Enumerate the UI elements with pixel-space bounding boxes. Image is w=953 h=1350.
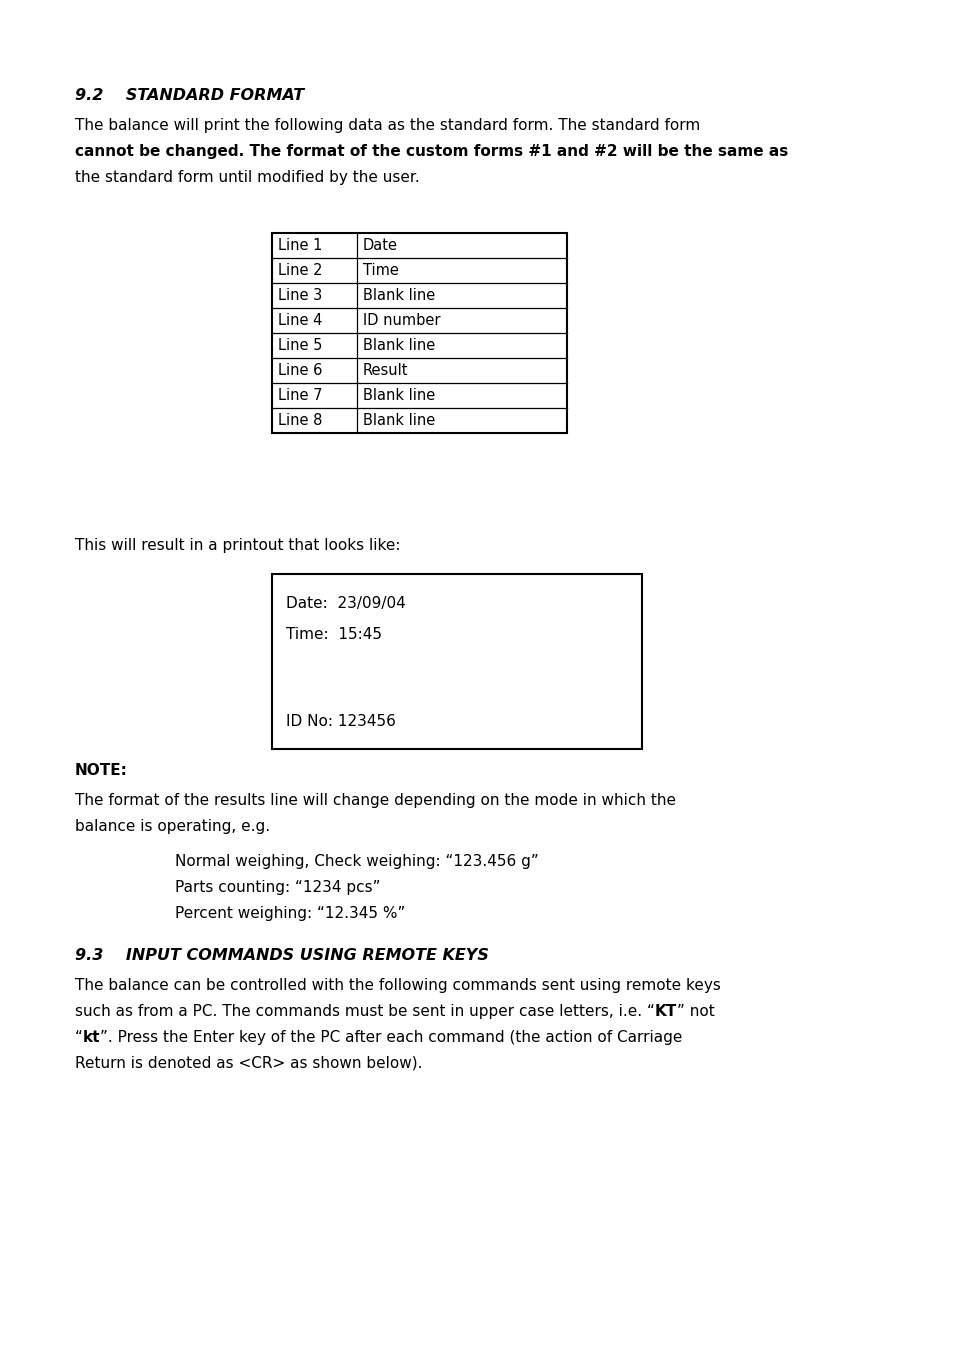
Text: Line 8: Line 8	[277, 413, 322, 428]
Text: Blank line: Blank line	[363, 288, 435, 302]
Text: ID number: ID number	[363, 313, 440, 328]
Text: Result: Result	[363, 363, 408, 378]
Text: KT: KT	[654, 1004, 677, 1019]
Text: ID No: 123456: ID No: 123456	[286, 714, 395, 729]
Text: Line 2: Line 2	[277, 263, 322, 278]
Text: Time: Time	[363, 263, 398, 278]
Text: 9.2    STANDARD FORMAT: 9.2 STANDARD FORMAT	[75, 88, 304, 103]
Text: Normal weighing, Check weighing: “123.456 g”: Normal weighing, Check weighing: “123.45…	[174, 855, 538, 869]
Text: Time:  15:45: Time: 15:45	[286, 626, 381, 643]
Text: Return is denoted as <CR> as shown below).: Return is denoted as <CR> as shown below…	[75, 1056, 422, 1071]
Text: Blank line: Blank line	[363, 413, 435, 428]
Text: 9.3    INPUT COMMANDS USING REMOTE KEYS: 9.3 INPUT COMMANDS USING REMOTE KEYS	[75, 948, 488, 963]
Text: Parts counting: “1234 pcs”: Parts counting: “1234 pcs”	[174, 880, 380, 895]
Text: kt: kt	[83, 1030, 100, 1045]
Text: Percent weighing: “12.345 %”: Percent weighing: “12.345 %”	[174, 906, 405, 921]
Text: Line 3: Line 3	[277, 288, 322, 302]
Bar	[272, 574, 641, 749]
Bar	[272, 234, 566, 433]
Text: NOTE:: NOTE:	[75, 763, 128, 778]
Text: Line 4: Line 4	[277, 313, 322, 328]
Text: ”. Press the Enter key of the PC after each command (the action of Carriage: ”. Press the Enter key of the PC after e…	[100, 1030, 682, 1045]
Text: ” not: ” not	[677, 1004, 714, 1019]
Text: such as from a PC. The commands must be sent in upper case letters, i.e. “: such as from a PC. The commands must be …	[75, 1004, 654, 1019]
Text: The balance will print the following data as the standard form. The standard for: The balance will print the following dat…	[75, 117, 700, 134]
Text: “: “	[75, 1030, 83, 1045]
Text: Blank line: Blank line	[363, 338, 435, 352]
Text: cannot be changed. The format of the custom forms #1 and #2 will be the same as: cannot be changed. The format of the cus…	[75, 144, 787, 159]
Text: Line 1: Line 1	[277, 238, 322, 252]
Text: Date:  23/09/04: Date: 23/09/04	[286, 595, 405, 612]
Text: Blank line: Blank line	[363, 387, 435, 404]
Text: Line 6: Line 6	[277, 363, 322, 378]
Text: The balance can be controlled with the following commands sent using remote keys: The balance can be controlled with the f…	[75, 977, 720, 994]
Text: Date: Date	[363, 238, 397, 252]
Text: Line 7: Line 7	[277, 387, 322, 404]
Text: the standard form until modified by the user.: the standard form until modified by the …	[75, 170, 419, 185]
Text: balance is operating, e.g.: balance is operating, e.g.	[75, 819, 270, 834]
Text: The format of the results line will change depending on the mode in which the: The format of the results line will chan…	[75, 792, 676, 809]
Text: This will result in a printout that looks like:: This will result in a printout that look…	[75, 539, 400, 553]
Text: Line 5: Line 5	[277, 338, 322, 352]
